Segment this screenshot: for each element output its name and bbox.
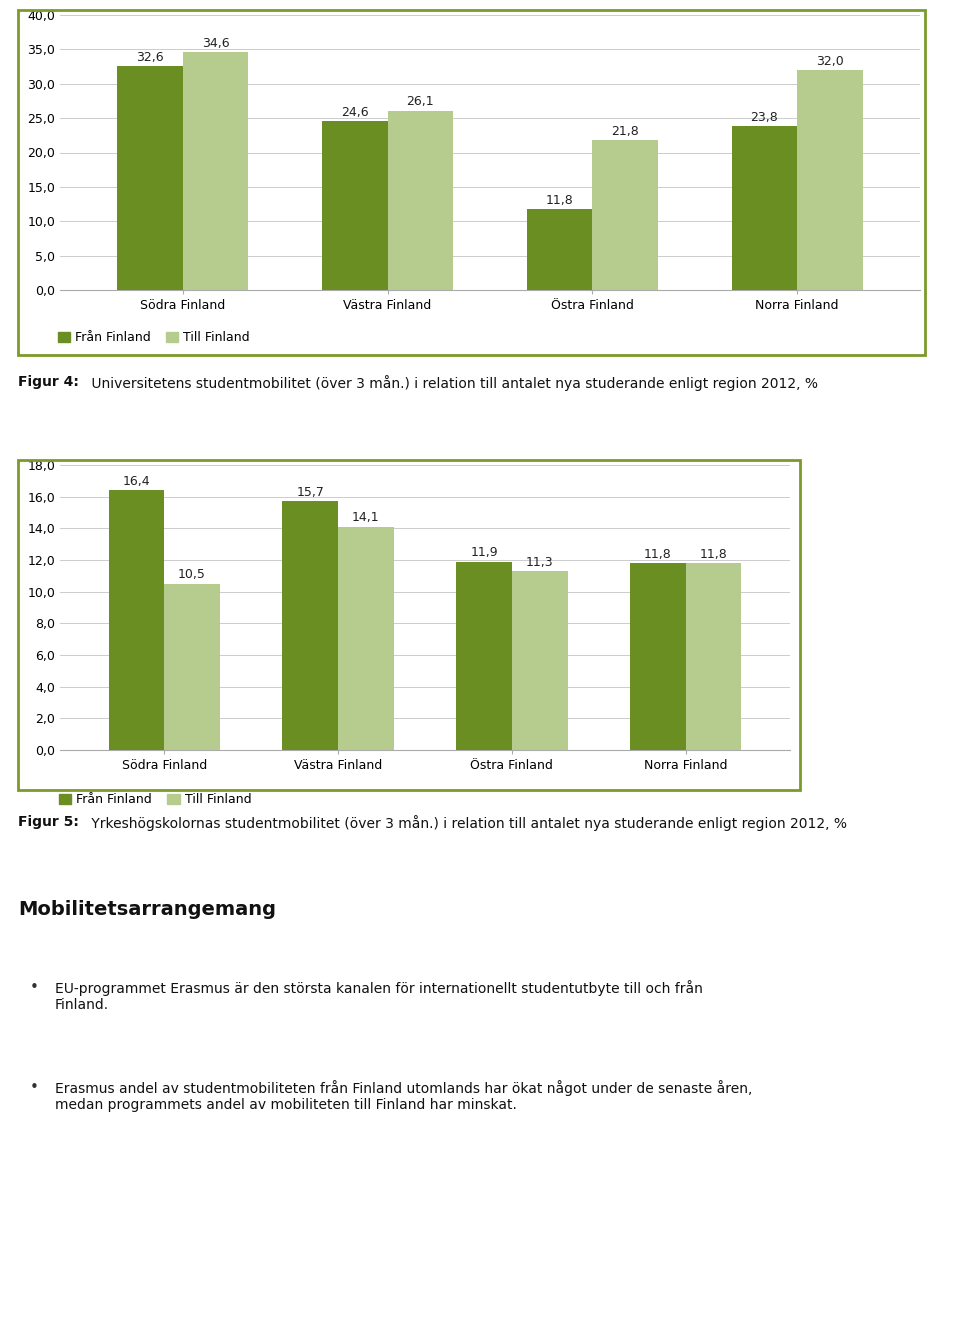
Text: 15,7: 15,7	[297, 486, 324, 499]
Text: 11,8: 11,8	[700, 548, 728, 561]
Text: 11,8: 11,8	[644, 548, 672, 561]
Bar	[108, 490, 164, 749]
Text: Universitetens studentmobilitet (över 3 mån.) i relation till antalet nya studer: Universitetens studentmobilitet (över 3 …	[87, 375, 818, 391]
Text: Yrkeshögskolornas studentmobilitet (över 3 mån.) i relation till antalet nya stu: Yrkeshögskolornas studentmobilitet (över…	[87, 815, 847, 831]
Text: •: •	[30, 1080, 38, 1094]
Text: 16,4: 16,4	[123, 475, 151, 489]
Text: 24,6: 24,6	[341, 105, 369, 119]
Bar	[630, 564, 685, 749]
Bar	[164, 583, 220, 749]
Text: 10,5: 10,5	[179, 569, 206, 582]
Bar	[323, 121, 388, 290]
Bar	[182, 53, 249, 290]
Bar	[388, 111, 453, 290]
Text: Erasmus andel av studentmobiliteten från Finland utomlands har ökat något under : Erasmus andel av studentmobiliteten från…	[55, 1080, 753, 1112]
Text: 11,9: 11,9	[470, 547, 498, 560]
Bar	[282, 502, 338, 749]
Text: 32,0: 32,0	[816, 55, 844, 67]
Text: 34,6: 34,6	[202, 37, 229, 50]
Bar	[117, 66, 182, 290]
Bar	[527, 209, 592, 290]
Text: Figur 4:: Figur 4:	[18, 375, 79, 389]
Bar	[512, 572, 567, 749]
Text: 21,8: 21,8	[612, 125, 639, 138]
Text: 32,6: 32,6	[136, 50, 164, 63]
Text: 23,8: 23,8	[751, 111, 779, 124]
Text: Figur 5:: Figur 5:	[18, 815, 79, 828]
Text: •: •	[30, 980, 38, 996]
Text: 11,8: 11,8	[545, 194, 573, 207]
Text: EU-programmet Erasmus är den största kanalen för internationellt studentutbyte t: EU-programmet Erasmus är den största kan…	[55, 980, 703, 1013]
Text: 14,1: 14,1	[352, 511, 380, 524]
Bar	[797, 70, 863, 290]
Bar	[338, 527, 394, 749]
Legend: Från Finland, Till Finland: Från Finland, Till Finland	[59, 793, 252, 806]
Text: Mobilitetsarrangemang: Mobilitetsarrangemang	[18, 900, 276, 919]
Bar	[732, 126, 797, 290]
Text: 26,1: 26,1	[407, 95, 434, 108]
Bar	[685, 564, 741, 749]
Bar	[456, 561, 512, 749]
Bar	[592, 140, 658, 290]
Legend: Från Finland, Till Finland: Från Finland, Till Finland	[58, 332, 250, 344]
Text: 11,3: 11,3	[526, 556, 554, 569]
